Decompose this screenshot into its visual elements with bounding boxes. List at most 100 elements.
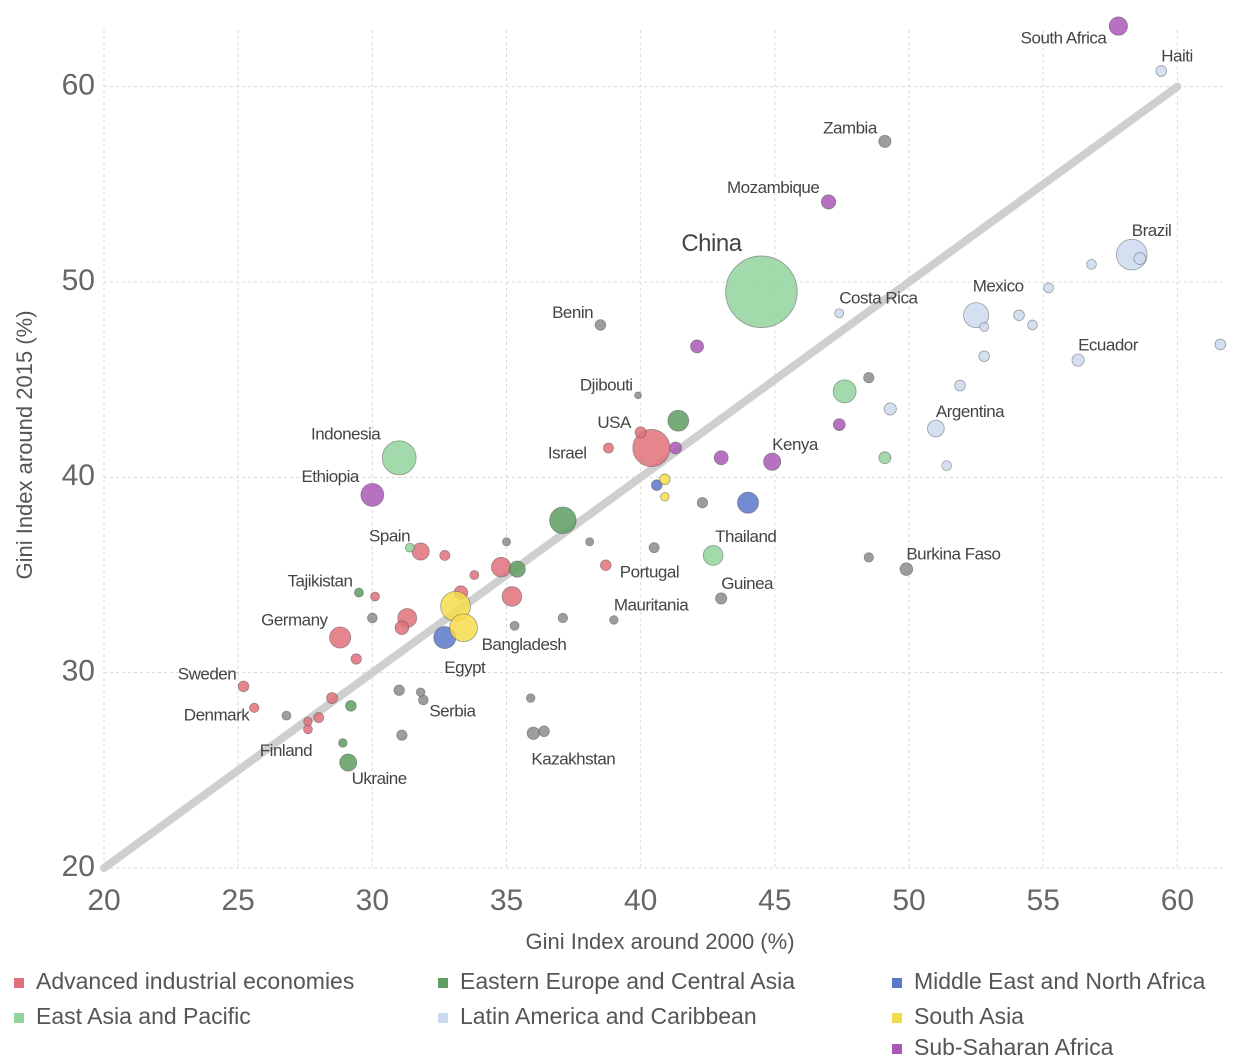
x-tick-label: 55: [1027, 884, 1060, 917]
bubble: [1155, 65, 1168, 77]
bubble: [832, 418, 846, 431]
bubble: [549, 506, 577, 534]
point-label: Spain: [369, 526, 410, 545]
bubble: [690, 339, 704, 354]
point-label: Mauritania: [614, 595, 689, 614]
bubble: [525, 693, 536, 703]
point-label: Serbia: [429, 701, 476, 720]
bubble: [501, 586, 523, 607]
bubble: [490, 557, 512, 578]
x-tick-label: 60: [1161, 884, 1194, 917]
bubble: [725, 255, 798, 328]
y-tick-label: 60: [62, 69, 95, 102]
bubble: [345, 700, 357, 712]
point-label: South Africa: [1021, 29, 1108, 48]
point-label: Costa Rica: [839, 289, 918, 308]
bubble: [651, 479, 663, 491]
bubble: [659, 473, 671, 486]
bubble: [834, 308, 845, 319]
bubble: [600, 559, 612, 571]
bubble: [1214, 338, 1227, 351]
point-label: Indonesia: [311, 424, 381, 443]
x-tick-label: 35: [490, 884, 523, 917]
bubble: [303, 716, 313, 727]
bubble: [713, 450, 729, 466]
point-label: Guinea: [721, 574, 774, 593]
bubble: [1071, 353, 1085, 367]
bubble: [927, 419, 945, 438]
bubble: [237, 680, 250, 693]
point-label: China: [681, 230, 742, 257]
point-label: Zambia: [823, 119, 878, 138]
x-tick-label: 30: [356, 884, 389, 917]
bubble: [883, 402, 897, 416]
bubble: [609, 615, 619, 625]
point-label: Israel: [548, 444, 587, 463]
bubble: [1133, 252, 1147, 265]
point-label: Kenya: [772, 435, 819, 454]
point-label: Denmark: [184, 705, 250, 724]
bubble: [832, 379, 857, 404]
bubble: [660, 492, 670, 502]
bubble: [1108, 16, 1128, 36]
bubble: [702, 545, 724, 566]
bubble: [715, 592, 728, 605]
identity-line: [100, 82, 1182, 872]
point-label: Mexico: [973, 277, 1024, 296]
point-label: Ecuador: [1078, 336, 1139, 355]
legend-swatch: [438, 1013, 448, 1023]
bubble: [326, 692, 338, 704]
bubble: [339, 753, 358, 772]
point-label: Djibouti: [580, 375, 633, 394]
legend-swatch: [892, 1013, 902, 1023]
point-label: Mozambique: [727, 178, 819, 197]
bubble: [863, 372, 875, 384]
legend-swatch: [438, 978, 448, 988]
bubble: [281, 710, 292, 721]
bubble: [603, 442, 614, 454]
bubble: [941, 460, 952, 471]
bubble: [469, 570, 480, 580]
bubble: [1086, 259, 1097, 270]
y-tick-label: 50: [62, 264, 95, 297]
bubble: [878, 134, 892, 148]
bubble: [557, 612, 568, 624]
legend-swatch: [892, 978, 902, 988]
x-tick-label: 50: [892, 884, 925, 917]
bubble: [585, 537, 595, 547]
bubble: [405, 542, 415, 553]
bubble: [648, 542, 660, 554]
legend-label: Sub-Saharan Africa: [914, 1034, 1114, 1060]
bubble: [954, 379, 966, 392]
point-label: Tajikistan: [287, 572, 352, 591]
bubble: [338, 738, 348, 748]
y-tick-label: 30: [62, 655, 95, 688]
bubble: [367, 612, 378, 624]
bubble: [1013, 309, 1025, 321]
bubble: [313, 712, 325, 724]
legend-label: Advanced industrial economies: [36, 968, 354, 994]
point-label: Finland: [260, 741, 312, 760]
y-tick-label: 20: [62, 850, 95, 883]
bubble: [502, 537, 511, 547]
bubble: [439, 550, 451, 561]
legend-label: Latin America and Caribbean: [460, 1003, 757, 1029]
legend-swatch: [14, 978, 24, 988]
point-label: Kazakhstan: [531, 750, 615, 769]
bubble: [415, 687, 426, 697]
bubble: [354, 587, 364, 598]
point-label: Germany: [261, 610, 328, 629]
point-label: Portugal: [620, 563, 679, 582]
bubble: [696, 497, 709, 509]
point-label: Haiti: [1161, 47, 1193, 66]
x-axis-title: Gini Index around 2000 (%): [525, 929, 794, 954]
point-label: Burkina Faso: [906, 545, 1000, 564]
bubble: [763, 452, 782, 471]
bubble: [393, 684, 405, 696]
x-tick-label: 20: [87, 884, 120, 917]
bubble: [979, 322, 990, 332]
bubble: [1043, 282, 1054, 294]
bubble: [594, 319, 607, 331]
bubble: [526, 726, 540, 740]
